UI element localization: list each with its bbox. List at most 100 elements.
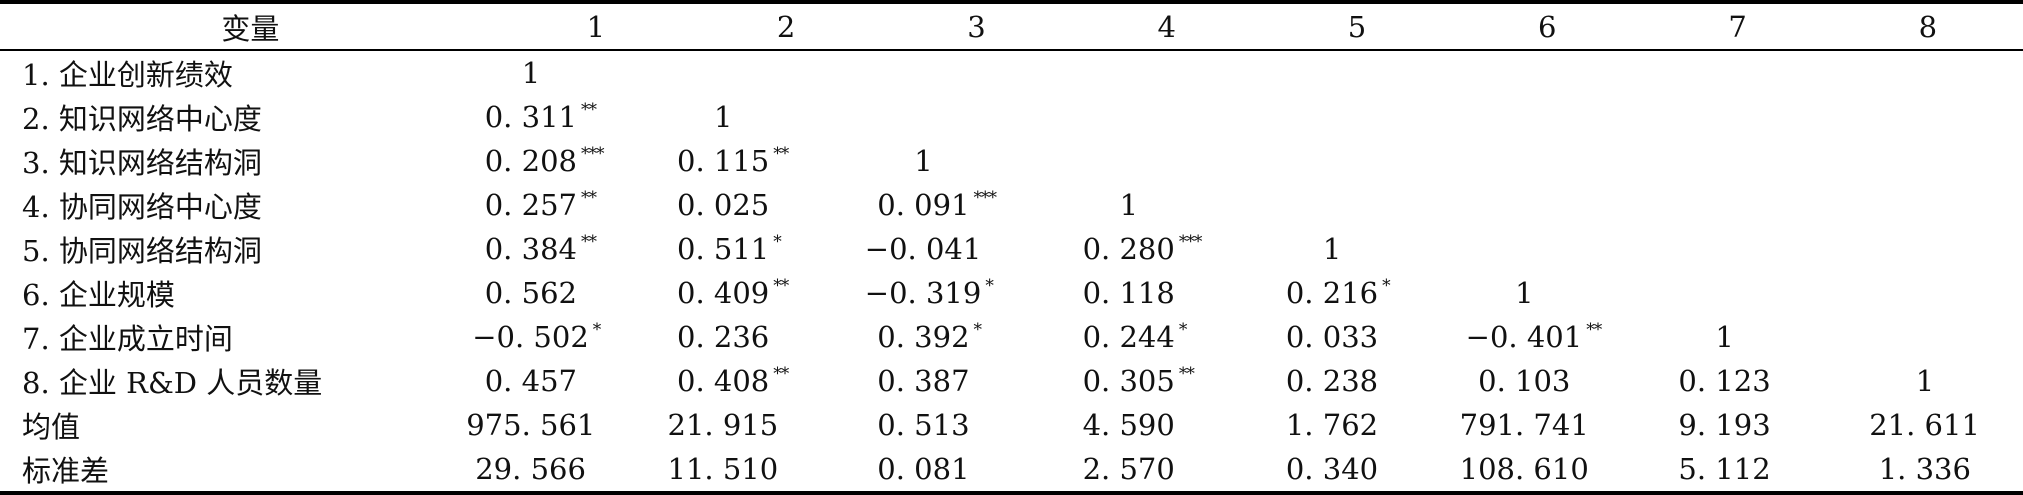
cell-content: 4. 590 (1083, 408, 1175, 442)
table-cell (881, 51, 1071, 95)
table-cell: 1. 762 (1262, 403, 1452, 447)
bottom-rule (0, 491, 2023, 495)
cell-content: 2. 570 (1083, 452, 1175, 486)
cell-content: 0. 392 * (877, 320, 982, 354)
table-cell: 108. 610 (1452, 447, 1642, 491)
cell-value: 0. 115 (677, 144, 770, 178)
table-cell: 0. 257 ** (485, 183, 691, 227)
cell-content: 1. 762 (1286, 408, 1378, 442)
table-cell (1262, 95, 1452, 139)
table-cell: 0. 103 (1452, 359, 1642, 403)
cell-content: 0. 103 (1478, 364, 1570, 398)
table-cell: 0. 511 * (677, 227, 881, 271)
correlation-table: 变量 1 2 3 4 5 6 7 8 1. 企业创新绩效 1 2. 知识网络中心度 0… (0, 4, 2023, 491)
cell-content: 29. 566 (475, 452, 586, 486)
table-cell (1452, 183, 1642, 227)
cell-content: −0. 041 (865, 232, 982, 266)
cell-value: 0. 238 (1285, 364, 1379, 398)
table-cell: 21. 611 (1833, 403, 2023, 447)
cell-content: 21. 611 (1869, 408, 1980, 442)
cell-value: 5. 112 (1678, 452, 1771, 486)
cell-value: 0. 511 (677, 232, 770, 266)
table-cell: 0. 238 (1262, 359, 1452, 403)
cell-value: 791. 741 (1459, 408, 1589, 442)
cell-value: 0. 025 (677, 188, 770, 222)
row-label: 1. 企业创新绩效 (22, 58, 233, 92)
table-cell (1833, 139, 2023, 183)
cell-value: 21. 611 (1869, 408, 1980, 442)
table-cell: 1. 336 (1833, 447, 2023, 491)
cell-content: −0. 319 * (865, 276, 994, 310)
row-label: 5. 协同网络结构洞 (22, 234, 262, 268)
table-cell: 0. 091 *** (877, 183, 1071, 227)
cell-content: 0. 409 ** (677, 276, 789, 310)
cell-content: 1 (1715, 320, 1733, 354)
cell-content: 1 (1323, 232, 1341, 266)
table-cell (1452, 95, 1642, 139)
cell-content: 11. 510 (668, 452, 779, 486)
cell-value: 0. 081 (877, 452, 970, 486)
table-cell: 0. 115 ** (677, 139, 881, 183)
significance-marker: ** (773, 276, 789, 296)
table-cell (1833, 271, 2023, 315)
table-cell: 0. 236 (677, 315, 881, 359)
table-cell: 0. 457 (485, 359, 691, 403)
cell-content: 1 (1120, 188, 1138, 222)
cell-value: 11. 510 (667, 452, 779, 486)
table-row: 3. 知识网络结构洞 0. 208 *** 0. 115 ** 1 (0, 139, 2023, 183)
cell-content: 9. 193 (1678, 408, 1770, 442)
significance-marker: * (1382, 276, 1390, 296)
cell-content: 0. 513 (877, 408, 969, 442)
table-cell (1642, 139, 1832, 183)
table-cell: 1 (501, 51, 691, 95)
cell-content: −0. 401 ** (1466, 320, 1603, 354)
table-cell: 0. 123 (1642, 359, 1832, 403)
significance-marker: * (592, 320, 601, 340)
significance-marker: ** (1586, 320, 1602, 340)
table-cell (1072, 95, 1262, 139)
cell-value: 0. 257 (484, 188, 577, 222)
header-col-4: 4 (1157, 9, 1176, 44)
table-cell (1833, 95, 2023, 139)
cell-content: 21. 915 (668, 408, 779, 442)
cell-value: 4. 590 (1082, 408, 1175, 442)
cell-content: 975. 561 (466, 408, 595, 442)
table-cell: 1 (881, 139, 1071, 183)
header-col-5: 5 (1347, 9, 1367, 44)
table-cell: 0. 408 ** (677, 359, 881, 403)
significance-marker: ** (1178, 364, 1195, 384)
significance-marker: ** (580, 188, 597, 208)
cell-content: 0. 311 ** (485, 100, 597, 134)
table-cell: 0. 562 (485, 271, 691, 315)
table-cell: 4. 590 (1072, 403, 1262, 447)
cell-value: 1 (714, 100, 733, 134)
cell-content: 0. 457 (485, 364, 577, 398)
cell-value: 21. 915 (667, 408, 779, 442)
cell-content: 0. 118 (1083, 276, 1175, 310)
header-col-7: 7 (1728, 9, 1747, 44)
cell-value: 0. 392 (877, 320, 970, 354)
cell-value: 0. 103 (1478, 364, 1571, 398)
row-label: 均值 (22, 410, 81, 444)
cell-content: 0. 091 *** (877, 188, 997, 222)
cell-content: 0. 305 ** (1083, 364, 1195, 398)
table-row: 6. 企业规模 0. 562 0. 409 ** −0. 319 * 0. 118 0. 21… (0, 271, 2023, 315)
cell-content: 0. 216 * (1286, 276, 1391, 310)
cell-content: 0. 033 (1286, 320, 1378, 354)
table-cell: −0. 041 (865, 227, 1071, 271)
table-cell: 0. 033 (1262, 315, 1452, 359)
cell-value: 0. 236 (677, 320, 770, 354)
cell-content: 1. 336 (1879, 452, 1971, 486)
table-cell (1833, 315, 2023, 359)
cell-value: 0. 457 (484, 364, 577, 398)
table-cell (1262, 183, 1452, 227)
table-cell: 0. 244 * (1072, 315, 1262, 359)
cell-content: 0. 238 (1286, 364, 1378, 398)
cell-content: 0. 123 (1678, 364, 1770, 398)
table-cell (1833, 183, 2023, 227)
cell-value: 9. 193 (1678, 408, 1771, 442)
table-row: 标准差 29. 566 11. 510 0. 081 2. 570 0. 340 108. … (0, 447, 2023, 491)
row-label: 3. 知识网络结构洞 (22, 146, 262, 180)
table-cell (1833, 227, 2023, 271)
